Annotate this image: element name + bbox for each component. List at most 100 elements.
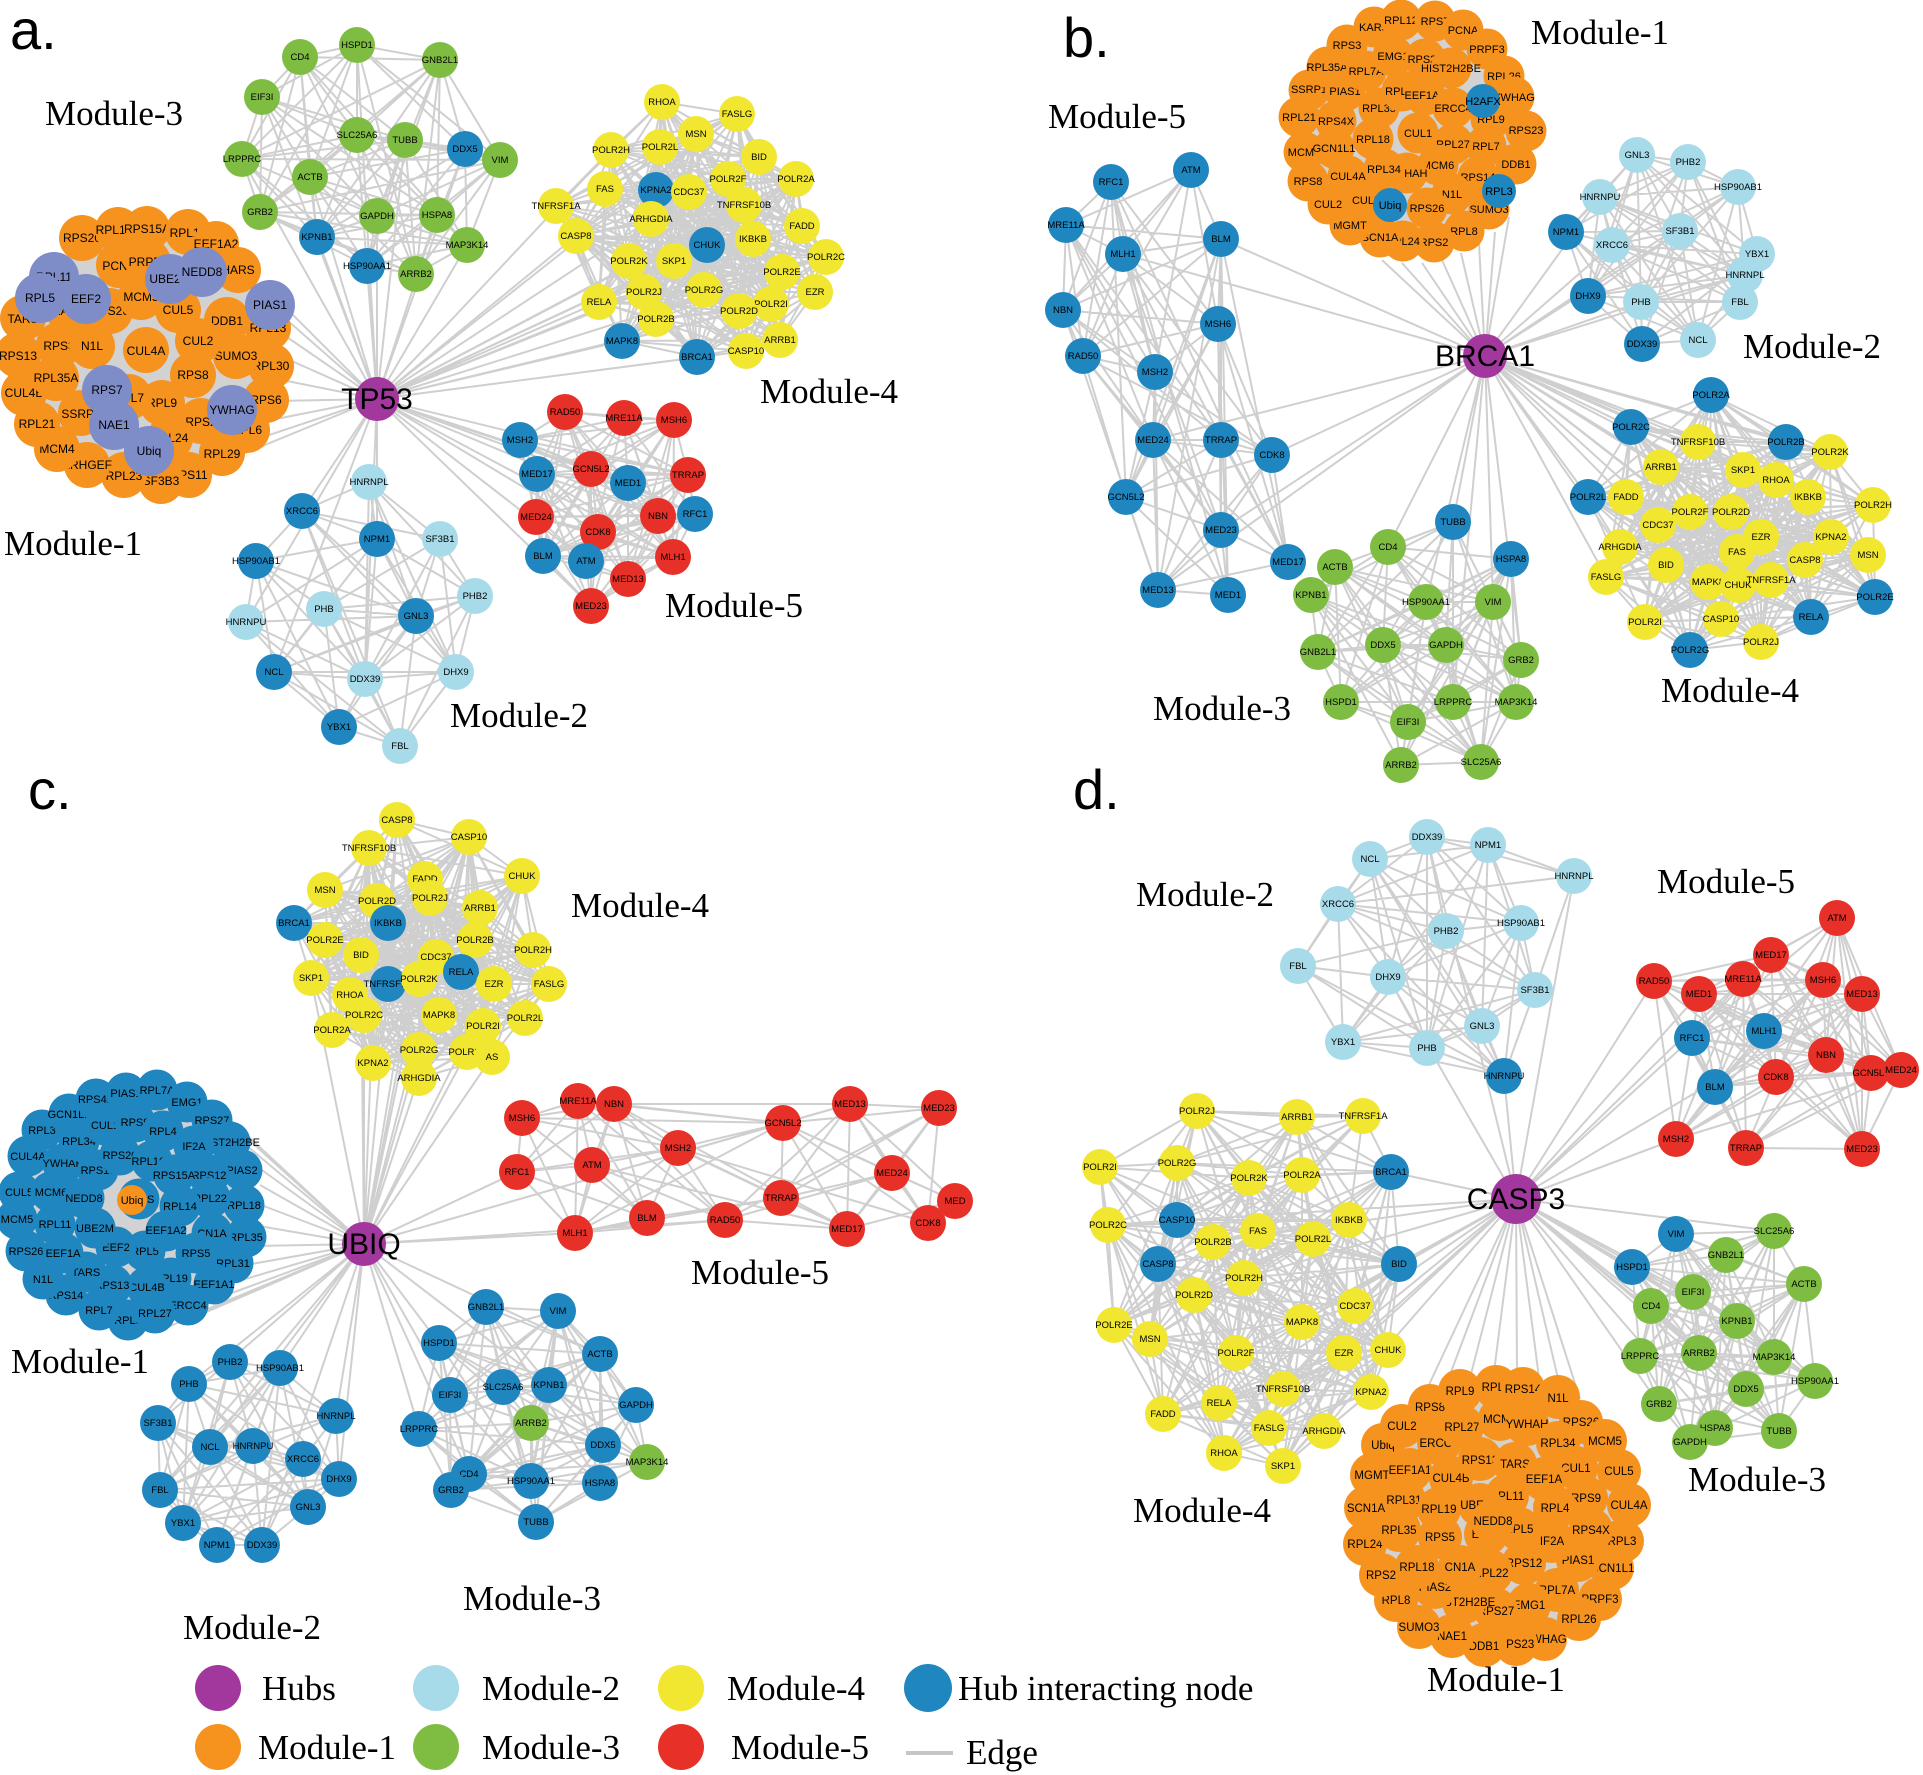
svg-text:RPL35: RPL35 <box>229 1232 263 1244</box>
svg-text:SF3B1: SF3B1 <box>1665 226 1694 237</box>
svg-text:CN1A: CN1A <box>1445 1562 1476 1574</box>
svg-text:MED23: MED23 <box>923 1103 955 1114</box>
svg-text:RPS5: RPS5 <box>1425 1532 1455 1544</box>
svg-text:RPL8: RPL8 <box>1450 226 1478 238</box>
svg-text:Module-5: Module-5 <box>1048 97 1186 136</box>
svg-text:RAD50: RAD50 <box>710 1215 741 1226</box>
svg-text:RPL34: RPL34 <box>62 1136 96 1148</box>
svg-text:ACTB: ACTB <box>297 172 322 183</box>
svg-text:EMG1: EMG1 <box>1377 51 1408 63</box>
svg-text:Ubiq: Ubiq <box>121 1195 144 1207</box>
svg-text:POLR2D: POLR2D <box>720 306 758 317</box>
svg-text:POLR2H: POLR2H <box>1225 1273 1263 1284</box>
svg-text:MSN: MSN <box>314 885 335 896</box>
svg-text:CASP8: CASP8 <box>560 231 591 242</box>
svg-text:TNFRSF1A: TNFRSF1A <box>1746 575 1796 586</box>
svg-text:MSH2: MSH2 <box>507 435 533 446</box>
svg-text:POLR2H: POLR2H <box>1854 500 1892 511</box>
svg-text:IKBKB: IKBKB <box>739 234 767 245</box>
svg-text:DHX9: DHX9 <box>443 667 468 678</box>
svg-text:TARS: TARS <box>1500 1459 1530 1471</box>
svg-text:Module-5: Module-5 <box>731 1728 869 1767</box>
svg-text:POLR2F: POLR2F <box>710 174 747 185</box>
svg-text:CDC37: CDC37 <box>1339 1301 1370 1312</box>
svg-text:EIF3I: EIF3I <box>439 1390 462 1401</box>
svg-text:RPL7: RPL7 <box>85 1305 113 1317</box>
svg-text:UBE2M: UBE2M <box>76 1223 114 1235</box>
svg-text:POLR2B: POLR2B <box>456 935 494 946</box>
svg-text:KPNA2: KPNA2 <box>1815 532 1846 543</box>
svg-text:DHX9: DHX9 <box>1575 291 1600 302</box>
svg-text:SF3B1: SF3B1 <box>425 534 454 545</box>
svg-text:POLR2E: POLR2E <box>306 935 344 946</box>
svg-text:XRCC6: XRCC6 <box>286 506 318 517</box>
svg-text:FADD: FADD <box>412 874 437 885</box>
svg-text:HSP90AA1: HSP90AA1 <box>1402 597 1450 608</box>
svg-text:XRCC6: XRCC6 <box>287 1454 319 1465</box>
svg-text:EEF2: EEF2 <box>71 292 101 306</box>
svg-text:Hubs: Hubs <box>262 1669 336 1708</box>
svg-text:RPS6: RPS6 <box>250 393 282 407</box>
svg-text:MRE11A: MRE11A <box>1724 974 1762 985</box>
svg-text:RELA: RELA <box>1799 612 1824 623</box>
svg-text:CHUK: CHUK <box>1375 1345 1403 1356</box>
svg-text:BLM: BLM <box>1211 234 1231 245</box>
svg-text:TNFRSF1A: TNFRSF1A <box>531 201 581 212</box>
svg-text:TUBB: TUBB <box>1440 517 1465 528</box>
svg-text:HSPD1: HSPD1 <box>423 1338 455 1349</box>
svg-text:NCL: NCL <box>200 1442 219 1453</box>
svg-text:RPS15A: RPS15A <box>153 1170 196 1182</box>
svg-text:HNRNPU: HNRNPU <box>1580 192 1621 203</box>
svg-text:HSPA8: HSPA8 <box>1496 554 1526 565</box>
svg-text:MCM5: MCM5 <box>1588 1436 1622 1448</box>
svg-text:GNL3: GNL3 <box>1470 1021 1495 1032</box>
svg-text:RPL3: RPL3 <box>1608 1536 1637 1548</box>
svg-text:Ubiq: Ubiq <box>1379 200 1402 212</box>
svg-text:NCL: NCL <box>1360 854 1379 865</box>
svg-text:RPL11: RPL11 <box>39 1219 72 1231</box>
svg-text:DDX39: DDX39 <box>1412 832 1443 843</box>
svg-text:POLR2G: POLR2G <box>1158 1158 1197 1169</box>
svg-text:RPL22: RPL22 <box>193 1193 227 1205</box>
svg-text:LRPPRC: LRPPRC <box>400 1424 439 1435</box>
svg-text:POLR2I: POLR2I <box>1628 617 1662 628</box>
svg-text:ATM: ATM <box>1181 165 1200 176</box>
svg-text:SUMO3: SUMO3 <box>215 349 258 363</box>
svg-text:MCM6: MCM6 <box>1422 160 1454 172</box>
svg-text:MSH2: MSH2 <box>1142 367 1168 378</box>
svg-text:MSH6: MSH6 <box>509 1113 535 1124</box>
svg-text:MRE11A: MRE11A <box>559 1096 597 1107</box>
svg-text:Module-1: Module-1 <box>11 1342 149 1381</box>
svg-text:MCM6: MCM6 <box>35 1187 67 1199</box>
svg-text:NEDD8: NEDD8 <box>1474 1516 1513 1528</box>
svg-text:POLR2H: POLR2H <box>592 145 630 156</box>
svg-text:RELA: RELA <box>449 967 474 978</box>
svg-text:CUL1: CUL1 <box>91 1120 119 1132</box>
svg-text:PHB: PHB <box>1417 1043 1437 1054</box>
svg-text:SKP1: SKP1 <box>1731 465 1755 476</box>
svg-text:Module-3: Module-3 <box>482 1728 620 1767</box>
svg-text:KPNB1: KPNB1 <box>1721 1316 1752 1327</box>
svg-text:CUL1: CUL1 <box>1404 128 1432 140</box>
svg-text:ARRB2: ARRB2 <box>1385 760 1417 771</box>
svg-text:HSPA8: HSPA8 <box>422 210 452 221</box>
svg-text:SLC25A6: SLC25A6 <box>483 1382 524 1393</box>
svg-text:RPS3: RPS3 <box>1333 40 1362 52</box>
svg-text:MAP3K14: MAP3K14 <box>626 1457 669 1468</box>
svg-text:KPNB1: KPNB1 <box>533 1380 564 1391</box>
svg-text:RPS5: RPS5 <box>182 1248 211 1260</box>
svg-text:RHOA: RHOA <box>336 990 364 1001</box>
svg-text:SLC25A6: SLC25A6 <box>337 130 378 141</box>
svg-text:MCM4: MCM4 <box>39 442 75 456</box>
svg-text:MLH1: MLH1 <box>562 1228 587 1239</box>
svg-text:EMG1: EMG1 <box>1513 1600 1546 1612</box>
svg-text:RPL22: RPL22 <box>1473 1568 1508 1580</box>
svg-text:POLR2B: POLR2B <box>637 314 675 325</box>
svg-text:NPM1: NPM1 <box>1553 227 1579 238</box>
svg-text:MSN: MSN <box>685 129 706 140</box>
svg-text:HSP90AB1: HSP90AB1 <box>232 556 280 567</box>
svg-text:Module-4: Module-4 <box>1133 1491 1271 1530</box>
svg-text:ARRB1: ARRB1 <box>1645 462 1677 473</box>
svg-text:POLR2J: POLR2J <box>412 893 448 904</box>
svg-text:FADD: FADD <box>789 221 814 232</box>
